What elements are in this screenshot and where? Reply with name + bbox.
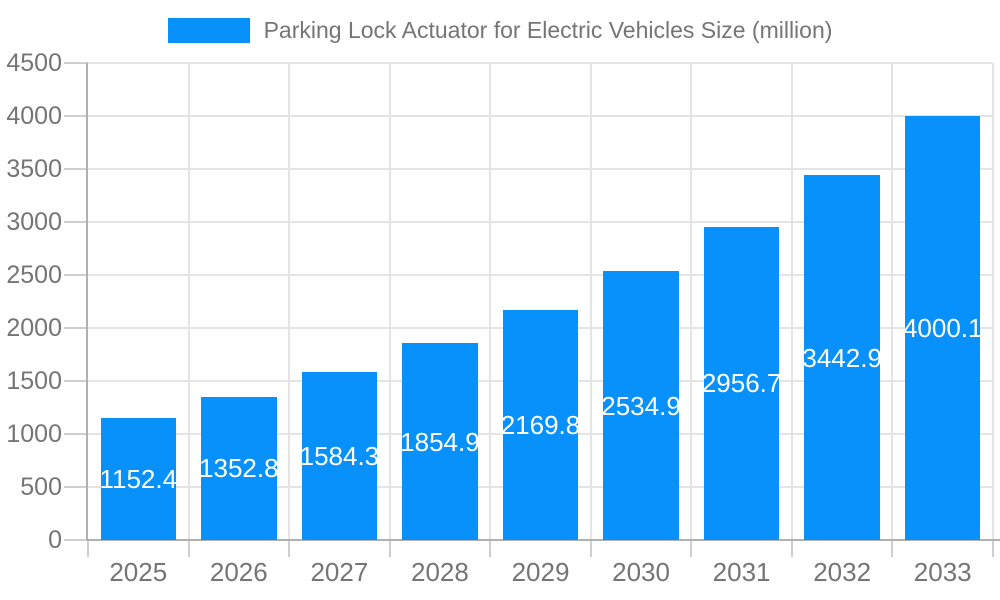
x-tick bbox=[489, 540, 492, 557]
x-axis-tick-label: 2027 bbox=[310, 557, 369, 587]
h-gridline bbox=[88, 62, 993, 64]
bar-2026[interactable] bbox=[201, 396, 277, 540]
x-axis-tick-label: 2026 bbox=[209, 557, 268, 587]
y-axis-tick-label: 4500 bbox=[6, 49, 62, 77]
bar-value-label: 1352.8 bbox=[199, 453, 279, 484]
v-gridline bbox=[690, 63, 693, 540]
bar-value-label: 2956.7 bbox=[701, 368, 782, 399]
y-axis-tick-label: 3500 bbox=[6, 155, 62, 183]
y-axis-line bbox=[86, 63, 88, 540]
x-axis-tick-label: 2029 bbox=[511, 557, 570, 587]
x-axis-tick-label: 2033 bbox=[913, 557, 972, 587]
y-axis-tick-label: 4000 bbox=[6, 102, 62, 130]
y-tick bbox=[64, 380, 88, 382]
bar-value-label: 1152.4 bbox=[99, 463, 178, 494]
x-axis-tick-label: 2032 bbox=[813, 557, 872, 587]
y-axis-tick-label: 0 bbox=[48, 526, 62, 554]
bar-2025[interactable] bbox=[100, 417, 176, 540]
bar-value-label: 1584.3 bbox=[299, 441, 380, 472]
v-gridline bbox=[489, 63, 492, 540]
y-axis-tick-label: 2000 bbox=[6, 314, 62, 342]
x-tick bbox=[690, 540, 693, 557]
x-axis-tick-label: 2025 bbox=[109, 557, 168, 587]
x-tick bbox=[187, 540, 190, 557]
x-axis-tick-label: 2031 bbox=[712, 557, 771, 587]
h-gridline bbox=[88, 168, 993, 170]
x-axis-tick-label: 2030 bbox=[612, 557, 670, 587]
v-gridline bbox=[388, 63, 391, 540]
y-tick bbox=[64, 327, 88, 329]
y-axis-tick-label: 500 bbox=[20, 473, 62, 501]
y-tick bbox=[64, 274, 88, 276]
legend-label: Parking Lock Actuator for Electric Vehic… bbox=[263, 16, 833, 43]
y-axis-tick-label: 1500 bbox=[6, 367, 62, 395]
h-gridline bbox=[88, 221, 993, 223]
x-tick bbox=[589, 540, 592, 557]
bar-2030[interactable] bbox=[603, 271, 679, 540]
v-gridline bbox=[589, 63, 592, 540]
x-tick bbox=[388, 540, 391, 557]
bar-2027[interactable] bbox=[301, 372, 378, 540]
y-tick bbox=[64, 539, 88, 541]
x-tick bbox=[87, 540, 89, 557]
y-tick bbox=[64, 433, 88, 435]
y-tick bbox=[64, 62, 88, 64]
bar-2033[interactable] bbox=[905, 115, 981, 540]
y-tick bbox=[64, 486, 88, 488]
bar-2028[interactable] bbox=[402, 343, 478, 540]
h-gridline bbox=[88, 274, 993, 276]
bar-value-label: 2534.9 bbox=[601, 390, 681, 421]
bar-2032[interactable] bbox=[804, 175, 880, 540]
y-axis-tick-label: 3000 bbox=[6, 208, 62, 236]
y-tick bbox=[64, 221, 88, 223]
y-tick bbox=[64, 168, 88, 170]
x-tick bbox=[288, 540, 291, 557]
bar-value-label: 3442.9 bbox=[802, 342, 882, 373]
y-tick bbox=[64, 115, 88, 117]
h-gridline bbox=[88, 115, 993, 117]
bar-2029[interactable] bbox=[502, 310, 579, 540]
v-gridline bbox=[790, 63, 793, 540]
legend-swatch bbox=[167, 17, 250, 43]
bar-value-label: 4000.1 bbox=[902, 312, 983, 343]
x-tick bbox=[790, 540, 793, 557]
x-axis-tick-label: 2028 bbox=[411, 557, 469, 587]
x-tick bbox=[891, 540, 894, 557]
y-axis-tick-label: 2500 bbox=[6, 261, 62, 289]
bar-2031[interactable] bbox=[703, 226, 780, 540]
v-gridline bbox=[288, 63, 291, 540]
v-gridline bbox=[891, 63, 894, 540]
bar-value-label: 2169.8 bbox=[500, 410, 581, 440]
y-axis-tick-label: 1000 bbox=[6, 420, 62, 448]
chart-legend[interactable]: Parking Lock Actuator for Electric Vehic… bbox=[0, 16, 1000, 44]
v-gridline bbox=[187, 63, 190, 540]
bar-value-label: 1854.9 bbox=[400, 426, 480, 457]
v-gridline bbox=[992, 63, 994, 540]
x-axis-line bbox=[86, 539, 1000, 541]
x-tick bbox=[992, 540, 994, 557]
